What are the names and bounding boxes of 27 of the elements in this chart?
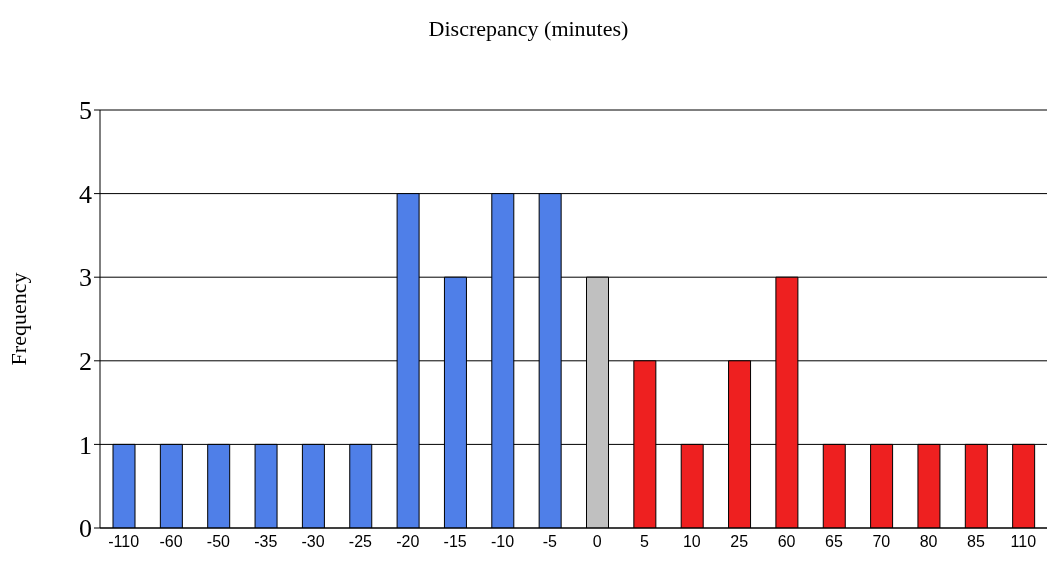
x-tick-label: -50: [206, 533, 231, 551]
x-tick-label: -60: [159, 533, 183, 551]
x-tick-label: -10: [490, 533, 515, 551]
x-tick-label: 0: [592, 533, 602, 551]
x-tick-label: -35: [254, 533, 278, 551]
x-tick-label: -15: [443, 533, 467, 551]
x-tick-label: 85: [967, 533, 985, 551]
x-tick-label: 5: [640, 533, 650, 551]
chart-title: Discrepancy (minutes): [427, 16, 630, 42]
x-tick-label: 25: [730, 533, 749, 551]
y-tick-label: 4: [79, 179, 92, 209]
y-tick-label: 2: [79, 347, 92, 377]
x-tick-label: 65: [825, 533, 843, 551]
x-tick-label: -20: [396, 533, 420, 551]
x-tick-label: 60: [777, 533, 796, 551]
x-tick-label: -25: [348, 533, 373, 551]
y-axis-title: Frequency: [5, 272, 31, 366]
y-tick-label: 5: [79, 96, 92, 126]
x-tick-label: 80: [919, 533, 938, 551]
x-tick-label: -110: [108, 533, 140, 551]
y-tick-label: 3: [79, 263, 92, 293]
x-tick-label: -30: [301, 533, 325, 551]
x-tick-label: -5: [542, 533, 558, 551]
y-tick-label: 1: [79, 430, 92, 460]
x-tick-label: 110: [1010, 533, 1037, 551]
x-tick-label: 10: [682, 533, 701, 551]
x-tick-label: 70: [872, 533, 891, 551]
